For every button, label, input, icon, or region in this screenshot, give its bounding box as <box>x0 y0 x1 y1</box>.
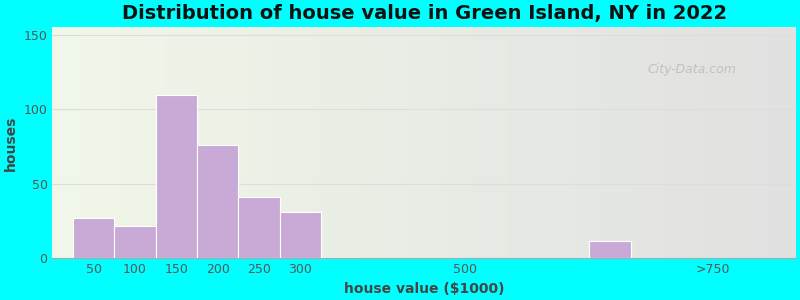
Bar <box>201 28 210 258</box>
Bar <box>590 241 630 258</box>
Bar <box>238 197 280 258</box>
Bar <box>591 28 601 258</box>
Bar <box>90 28 99 258</box>
X-axis label: house value ($1000): house value ($1000) <box>344 282 504 296</box>
Bar <box>350 28 359 258</box>
Bar <box>619 28 629 258</box>
Bar <box>266 28 275 258</box>
Bar <box>62 28 71 258</box>
Bar <box>238 28 247 258</box>
Bar <box>136 28 146 258</box>
Bar <box>197 145 238 258</box>
Bar <box>470 28 480 258</box>
Bar <box>610 28 619 258</box>
Bar <box>508 28 517 258</box>
Bar <box>378 28 387 258</box>
Bar <box>601 28 610 258</box>
Bar <box>684 28 694 258</box>
Title: Distribution of house value in Green Island, NY in 2022: Distribution of house value in Green Isl… <box>122 4 726 23</box>
Bar <box>80 28 90 258</box>
Bar <box>220 28 229 258</box>
Bar <box>675 28 684 258</box>
Bar <box>703 28 712 258</box>
Bar <box>647 28 657 258</box>
Bar <box>498 28 508 258</box>
Bar <box>359 28 368 258</box>
Bar <box>563 28 573 258</box>
Bar <box>545 28 554 258</box>
Bar <box>722 28 730 258</box>
Bar <box>694 28 703 258</box>
Bar <box>517 28 526 258</box>
Bar <box>164 28 174 258</box>
Bar <box>275 28 285 258</box>
Bar <box>156 94 197 258</box>
Bar <box>368 28 378 258</box>
Bar <box>280 212 321 258</box>
Bar <box>536 28 545 258</box>
Bar <box>480 28 489 258</box>
Bar <box>740 28 750 258</box>
Bar <box>712 28 722 258</box>
Bar <box>126 28 136 258</box>
Bar <box>666 28 675 258</box>
Bar <box>526 28 536 258</box>
Bar <box>154 28 164 258</box>
Bar <box>285 28 294 258</box>
Bar <box>108 28 118 258</box>
Bar <box>71 28 80 258</box>
Bar <box>489 28 498 258</box>
Bar <box>406 28 415 258</box>
Bar <box>452 28 462 258</box>
Bar <box>415 28 424 258</box>
Bar <box>434 28 442 258</box>
Bar <box>294 28 303 258</box>
Bar <box>99 28 108 258</box>
Bar <box>303 28 313 258</box>
Bar <box>462 28 470 258</box>
Bar <box>778 28 786 258</box>
Text: City-Data.com: City-Data.com <box>647 63 736 76</box>
Bar <box>768 28 778 258</box>
Bar <box>442 28 452 258</box>
Bar <box>424 28 434 258</box>
Bar <box>229 28 238 258</box>
Bar <box>554 28 563 258</box>
Bar <box>53 28 62 258</box>
Bar <box>174 28 182 258</box>
Bar <box>638 28 647 258</box>
Bar <box>322 28 331 258</box>
Bar <box>118 28 126 258</box>
Bar <box>210 28 220 258</box>
Bar <box>341 28 350 258</box>
Bar <box>182 28 192 258</box>
Bar <box>396 28 406 258</box>
Y-axis label: houses: houses <box>4 115 18 171</box>
Bar <box>192 28 201 258</box>
Bar <box>313 28 322 258</box>
Bar <box>331 28 341 258</box>
Bar <box>146 28 154 258</box>
Bar <box>786 28 796 258</box>
Bar <box>257 28 266 258</box>
Bar <box>247 28 257 258</box>
Bar <box>573 28 582 258</box>
Bar <box>750 28 758 258</box>
Bar <box>629 28 638 258</box>
Bar <box>582 28 591 258</box>
Bar <box>730 28 740 258</box>
Bar <box>73 218 114 258</box>
Bar <box>387 28 396 258</box>
Bar <box>114 226 156 258</box>
Bar <box>657 28 666 258</box>
Bar <box>758 28 768 258</box>
